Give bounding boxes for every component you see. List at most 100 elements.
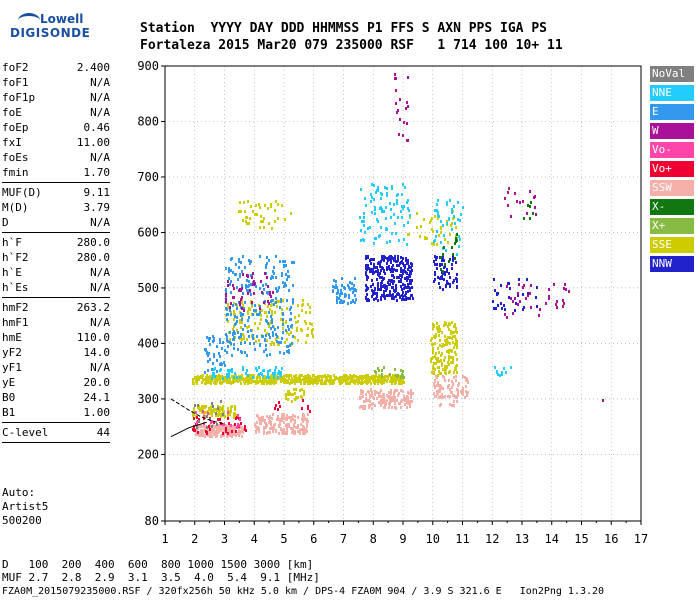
data-point-nnw	[406, 279, 408, 282]
data-point-nne	[386, 241, 388, 244]
data-point-nne	[460, 213, 462, 216]
data-point-sse	[407, 233, 409, 236]
data-point-sse	[353, 381, 355, 384]
data-point-ssw	[388, 406, 390, 409]
data-point-sse	[268, 325, 270, 328]
data-point-nne	[239, 376, 241, 379]
data-point-sse	[437, 217, 439, 220]
data-point-w	[241, 307, 243, 310]
data-point-nne	[371, 183, 373, 186]
data-point-w	[251, 276, 253, 279]
data-point-sse	[433, 335, 435, 338]
data-point-sse	[268, 222, 270, 225]
data-point-sse	[260, 220, 262, 223]
data-point-ssw	[229, 426, 231, 429]
data-point-x-	[402, 376, 404, 379]
data-point-sse	[288, 377, 290, 380]
data-point-nnw	[508, 296, 510, 299]
data-point-e	[291, 261, 293, 264]
data-point-e	[273, 272, 275, 275]
data-point-w	[519, 201, 521, 204]
data-point-e	[263, 350, 265, 353]
data-point-e	[287, 270, 289, 273]
data-point-sse	[439, 372, 441, 375]
data-point-ssw	[291, 427, 293, 430]
data-point-sse	[295, 380, 297, 383]
data-point-nne	[212, 374, 214, 377]
data-point-ssw	[256, 421, 258, 424]
data-point-ssw	[456, 388, 458, 391]
data-point-e	[226, 351, 228, 354]
y-tick-label: 300	[137, 392, 159, 406]
data-point-e	[285, 264, 287, 267]
data-point-sse	[448, 355, 450, 358]
data-point-w	[516, 200, 518, 203]
data-point-nne	[256, 369, 258, 372]
data-point-e	[347, 302, 349, 305]
data-point-ssw	[210, 430, 212, 433]
data-point-x-	[527, 204, 529, 207]
data-point-e	[228, 267, 230, 270]
data-point-e	[290, 325, 292, 328]
data-point-w	[233, 287, 235, 290]
data-point-nne	[275, 366, 277, 369]
data-point-ssw	[400, 400, 402, 403]
data-point-e	[262, 335, 264, 338]
data-point-nnw	[366, 277, 368, 280]
data-point-nnw	[387, 281, 389, 284]
data-point-sse	[373, 378, 375, 381]
data-point-ssw	[209, 434, 211, 437]
data-point-nnw	[398, 264, 400, 267]
data-point-ssw	[464, 376, 466, 379]
data-point-nne	[501, 373, 503, 376]
param-key: h`E	[2, 266, 22, 279]
data-point-nnw	[388, 283, 390, 286]
data-point-sse	[348, 376, 350, 379]
data-point-sse	[357, 380, 359, 383]
data-point-nnw	[515, 302, 517, 305]
data-point-vo-	[198, 418, 200, 421]
data-point-ssw	[370, 389, 372, 392]
param-row: yE 20.0	[2, 375, 110, 390]
param-value: 1.70	[83, 166, 111, 179]
data-point-noval	[220, 400, 222, 403]
data-point-ssw	[293, 432, 295, 435]
data-point-x-	[440, 256, 442, 259]
param-value: 44	[96, 426, 110, 439]
data-point-nnw	[398, 276, 400, 279]
data-point-sse	[450, 330, 452, 333]
x-tick-label: 2	[191, 532, 198, 546]
data-point-e	[284, 260, 286, 263]
data-point-sse	[233, 302, 235, 305]
param-key: foF2	[2, 61, 29, 74]
data-point-nne	[364, 197, 366, 200]
data-point-nnw	[492, 300, 494, 303]
data-point-nnw	[438, 282, 440, 285]
data-point-sse	[283, 375, 285, 378]
data-point-ssw	[257, 426, 259, 429]
data-point-e	[280, 300, 282, 303]
data-point-e	[254, 304, 256, 307]
data-point-ssw	[442, 396, 444, 399]
data-point-nnw	[443, 278, 445, 281]
data-point-w	[397, 109, 399, 112]
data-point-w	[526, 212, 528, 215]
data-point-nnw	[404, 277, 406, 280]
data-point-w	[504, 313, 506, 316]
data-point-nnw	[377, 282, 379, 285]
data-point-nnw	[384, 297, 386, 300]
data-point-sse	[431, 217, 433, 220]
data-point-nne	[267, 373, 269, 376]
data-point-e	[265, 266, 267, 269]
data-point-sse	[286, 381, 288, 384]
data-point-nnw	[395, 284, 397, 287]
data-point-nnw	[411, 279, 413, 282]
data-point-e	[252, 337, 254, 340]
data-point-sse	[317, 375, 319, 378]
data-point-x-	[378, 369, 380, 372]
data-point-w	[512, 312, 514, 315]
data-point-sse	[267, 305, 269, 308]
data-point-nne	[370, 193, 372, 196]
data-point-nne	[453, 205, 455, 208]
data-point-ssw	[448, 379, 450, 382]
